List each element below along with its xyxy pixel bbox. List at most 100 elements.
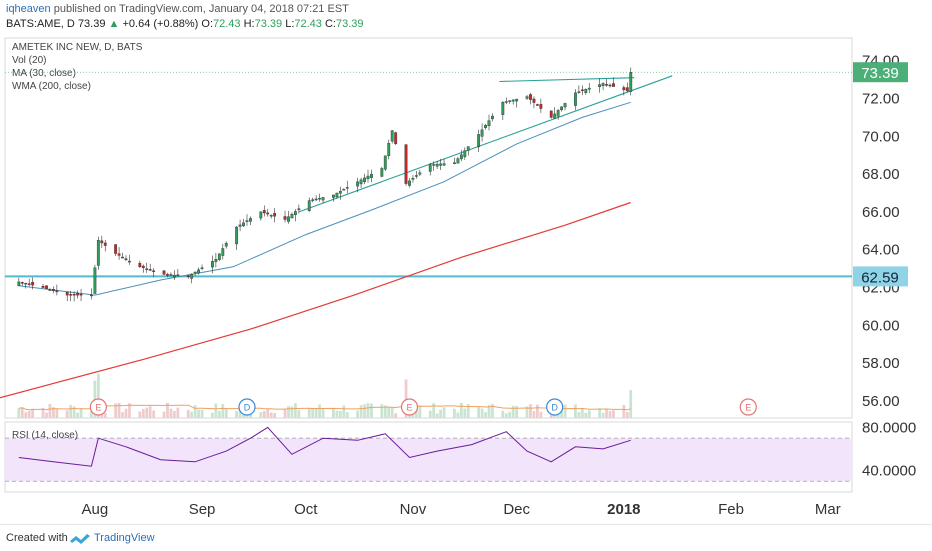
- volume-bar: [318, 404, 321, 418]
- candle-body: [148, 269, 152, 271]
- candle: [17, 277, 21, 287]
- candle: [24, 282, 28, 289]
- candle-body: [515, 98, 519, 102]
- candle-body: [211, 261, 214, 268]
- publisher-username[interactable]: iqheaven: [6, 3, 51, 15]
- x-tick-label: Oct: [294, 501, 318, 518]
- y-tick-label: 66.00: [862, 204, 900, 221]
- candle-body: [598, 84, 602, 88]
- candle: [584, 88, 588, 95]
- candle-body: [90, 294, 93, 297]
- volume-bar: [117, 403, 121, 418]
- candle-body: [504, 101, 508, 103]
- volume-bar: [380, 404, 384, 418]
- volume-bar: [387, 406, 391, 418]
- candle: [100, 235, 104, 249]
- candle: [587, 83, 591, 94]
- candle: [190, 273, 194, 284]
- volume-bar: [539, 411, 543, 418]
- volume-bar: [345, 412, 349, 418]
- candle-body: [249, 218, 252, 222]
- support-badge: [853, 266, 908, 287]
- candle: [311, 197, 315, 203]
- volume-bar: [577, 411, 581, 418]
- candle-body: [394, 132, 398, 145]
- candle-body: [587, 87, 591, 90]
- candle: [235, 226, 239, 251]
- candle-body: [69, 294, 73, 296]
- volume-bar: [294, 403, 297, 418]
- candle-body: [608, 84, 612, 87]
- x-tick-label: Aug: [82, 501, 109, 518]
- candle-body: [356, 181, 360, 187]
- volume-bar: [529, 404, 532, 418]
- candle-body: [605, 84, 608, 86]
- volume-bar: [128, 403, 131, 418]
- volume-bar: [598, 408, 602, 418]
- chart-header: iqheaven published on TradingView.com, J…: [0, 0, 932, 34]
- candle: [466, 146, 470, 156]
- volume-bar: [217, 410, 221, 418]
- candle: [249, 216, 252, 226]
- x-tick-label: Dec: [503, 501, 530, 518]
- price-pane: [4, 37, 853, 419]
- rsi-label: RSI (14, close): [12, 430, 78, 441]
- candle-body: [366, 175, 370, 180]
- volume-bar: [65, 410, 69, 418]
- candle-body: [24, 282, 28, 285]
- volume-bar: [584, 412, 588, 418]
- candle: [574, 89, 577, 111]
- volume-bar: [169, 408, 173, 418]
- candle-body: [338, 190, 342, 194]
- candle: [480, 123, 484, 142]
- candle: [242, 218, 245, 227]
- candle-body: [383, 155, 387, 170]
- candle-body: [625, 87, 629, 92]
- volume-bar: [366, 403, 370, 418]
- candle-body: [487, 120, 491, 126]
- event-label: E: [745, 403, 751, 413]
- candle: [612, 77, 615, 87]
- candle: [577, 85, 581, 94]
- candle-body: [459, 154, 463, 160]
- candle-body: [612, 83, 615, 87]
- volume-bar: [214, 403, 218, 418]
- candle: [307, 197, 311, 212]
- candle-body: [31, 282, 35, 286]
- x-tick-label: Feb: [718, 501, 744, 518]
- candle: [370, 169, 373, 183]
- candle-body: [363, 177, 366, 183]
- candle-body: [484, 125, 487, 128]
- candle-body: [342, 189, 346, 191]
- volume-bar: [335, 410, 339, 418]
- candle-body: [238, 224, 242, 227]
- candle-body: [418, 172, 422, 175]
- volume-bar: [121, 412, 124, 418]
- volume-bar: [587, 410, 591, 418]
- volume-bar: [287, 406, 290, 418]
- candle-body: [217, 253, 221, 260]
- candle: [76, 290, 80, 299]
- candle: [580, 85, 584, 96]
- volume-bar: [17, 408, 21, 418]
- candle-body: [93, 267, 97, 294]
- candle-body: [435, 163, 439, 167]
- price-chart[interactable]: AMETEK INC NEW, D, BATS Vol (20) MA (30, c…: [0, 34, 932, 524]
- volume-bar: [193, 405, 197, 418]
- candle-body: [293, 211, 297, 215]
- candle-body: [480, 129, 484, 137]
- candle: [266, 208, 270, 217]
- volume-bar: [224, 408, 228, 418]
- event-marker: [546, 398, 564, 416]
- tradingview-brand[interactable]: TradingView: [94, 532, 155, 544]
- volume-bar: [27, 410, 31, 418]
- volume-bar: [549, 413, 553, 418]
- candle-body: [96, 240, 100, 266]
- y-tick-label: 56.00: [862, 393, 900, 410]
- volume-bar: [45, 412, 48, 418]
- candle-body: [535, 104, 539, 106]
- candle: [20, 281, 24, 286]
- volume-bar: [138, 411, 142, 418]
- candle-body: [100, 240, 104, 244]
- candle-body: [539, 104, 543, 109]
